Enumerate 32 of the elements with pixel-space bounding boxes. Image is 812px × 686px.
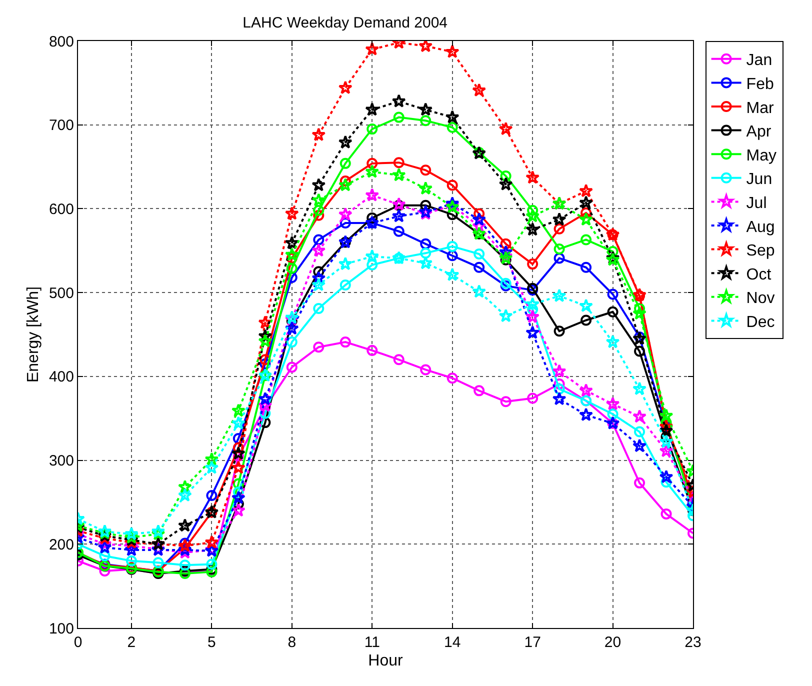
- legend-label: May: [746, 147, 777, 164]
- chart-title: LAHC Weekday Demand 2004: [242, 14, 448, 32]
- x-tick-label: 2: [127, 634, 136, 651]
- y-axis-title: Energy [kWh]: [24, 286, 42, 383]
- x-tick-label: 23: [684, 634, 702, 651]
- legend-label: Nov: [746, 290, 775, 308]
- y-tick-label: 100: [48, 620, 74, 638]
- x-tick-label: 20: [604, 634, 622, 651]
- x-axis-title: Hour: [368, 652, 404, 670]
- legend-label: Jan: [746, 52, 772, 70]
- legend-label: Feb: [746, 76, 774, 93]
- x-tick-label: 11: [364, 634, 380, 651]
- legend-label: Apr: [746, 124, 772, 141]
- y-tick-label: 400: [48, 368, 74, 386]
- y-tick-label: 300: [48, 452, 74, 470]
- legend-label: Dec: [746, 314, 775, 331]
- y-tick-label: 700: [48, 117, 74, 134]
- y-tick-label: 200: [48, 536, 74, 554]
- legend-label: Oct: [746, 266, 772, 284]
- x-tick-label: 0: [74, 634, 82, 651]
- x-tick-label: 5: [208, 634, 216, 651]
- legend-label: Aug: [746, 218, 775, 236]
- legend-label: Jun: [746, 171, 772, 188]
- legend-label: Sep: [746, 242, 775, 260]
- y-tick-label: 800: [48, 33, 74, 50]
- x-tick-label: 17: [524, 634, 541, 651]
- x-tick-label: 8: [288, 634, 296, 651]
- legend-label: Mar: [746, 100, 775, 117]
- y-tick-label: 500: [48, 284, 74, 302]
- y-tick-label: 600: [48, 200, 74, 218]
- legend-label: Jul: [746, 194, 767, 212]
- x-tick-label: 14: [444, 634, 461, 651]
